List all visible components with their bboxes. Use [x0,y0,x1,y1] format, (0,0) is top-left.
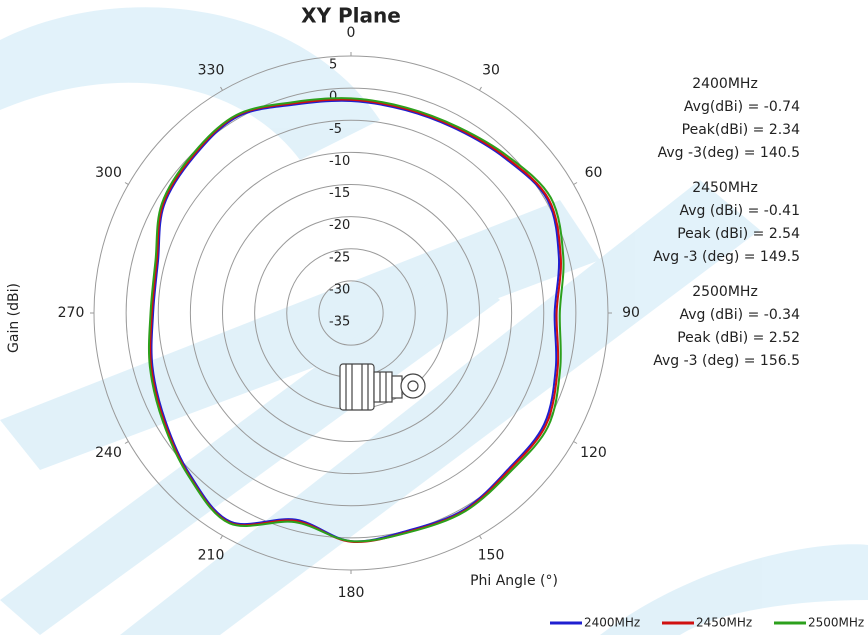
radial-tick-label: -20 [329,218,350,233]
angle-tick [479,535,482,540]
angle-tick-label: 330 [198,63,225,79]
chart-title: XY Plane [301,4,401,28]
gain-curve [147,97,565,543]
radial-tick-label: -35 [329,315,350,330]
annotation-text: Avg -3 (deg) = 156.5 [653,353,800,369]
angle-tick-label: 150 [478,547,505,563]
angle-tick [124,182,129,185]
angle-tick-label: 180 [338,585,365,601]
angle-tick-label: 120 [580,445,607,461]
annotation-text: Avg -3(deg) = 140.5 [658,145,800,161]
ring [318,280,384,346]
angle-tick-label: 90 [622,305,640,321]
angle-tick [573,182,578,185]
angle-tick [573,441,578,444]
angle-tick [479,86,482,91]
radial-tick-label: -10 [329,154,350,169]
radial-tick-label: -30 [329,282,350,297]
angle-tick-label: 300 [95,165,122,181]
ring [157,119,545,507]
ring [125,87,577,539]
radial-tick-label: 0 [329,90,337,105]
radial-tick-label: 5 [329,58,337,73]
radial-tick-label: -5 [329,122,342,137]
annotation-text: Avg (dBi) = -0.41 [679,203,800,219]
ring [189,151,513,475]
radial-tick-label: -15 [329,186,350,201]
angle-tick-label: 0 [347,25,356,41]
annotation-text: Avg -3 (deg) = 149.5 [653,249,800,265]
radial-axis-label: Gain (dBi) [6,283,22,353]
annotation-text: 2400MHz [692,76,758,92]
annotation-text: Avg(dBi) = -0.74 [684,99,800,115]
annotation-text: Avg (dBi) = -0.34 [679,307,800,323]
angle-tick-label: 210 [198,547,225,563]
angle-tick [220,86,223,91]
legend: 2400MHz 2450MHz 2500MHz [550,616,864,630]
legend-label: 2500MHz [808,616,864,630]
annotation-text: Peak(dBi) = 2.34 [682,122,800,138]
annotation-text: 2450MHz [692,180,758,196]
connector-icon [339,363,426,411]
angle-tick-label: 270 [58,305,85,321]
angle-tick-label: 60 [585,165,603,181]
legend-label: 2450MHz [696,616,752,630]
annotation-text: Peak (dBi) = 2.54 [677,226,800,242]
angle-axis-label: Phi Angle (°) [470,573,558,589]
angle-tick-label: 240 [95,445,122,461]
curves [147,97,565,544]
rings: 5 0 -5 -10 -15 -20 -25 -30 -35 0 30 60 90 120 150 180 21… [58,25,640,601]
angle-tick-label: 30 [482,63,500,79]
angle-tick [124,441,129,444]
annotation-text: Peak (dBi) = 2.52 [677,330,800,346]
annotation-text: 2500MHz [692,284,758,300]
radial-tick-label: -25 [329,250,350,265]
annotations: 2400MHz Avg(dBi) = -0.74 Peak(dBi) = 2.34 A… [653,76,800,369]
ring [222,184,480,442]
legend-label: 2400MHz [584,616,640,630]
angle-tick [220,535,223,540]
